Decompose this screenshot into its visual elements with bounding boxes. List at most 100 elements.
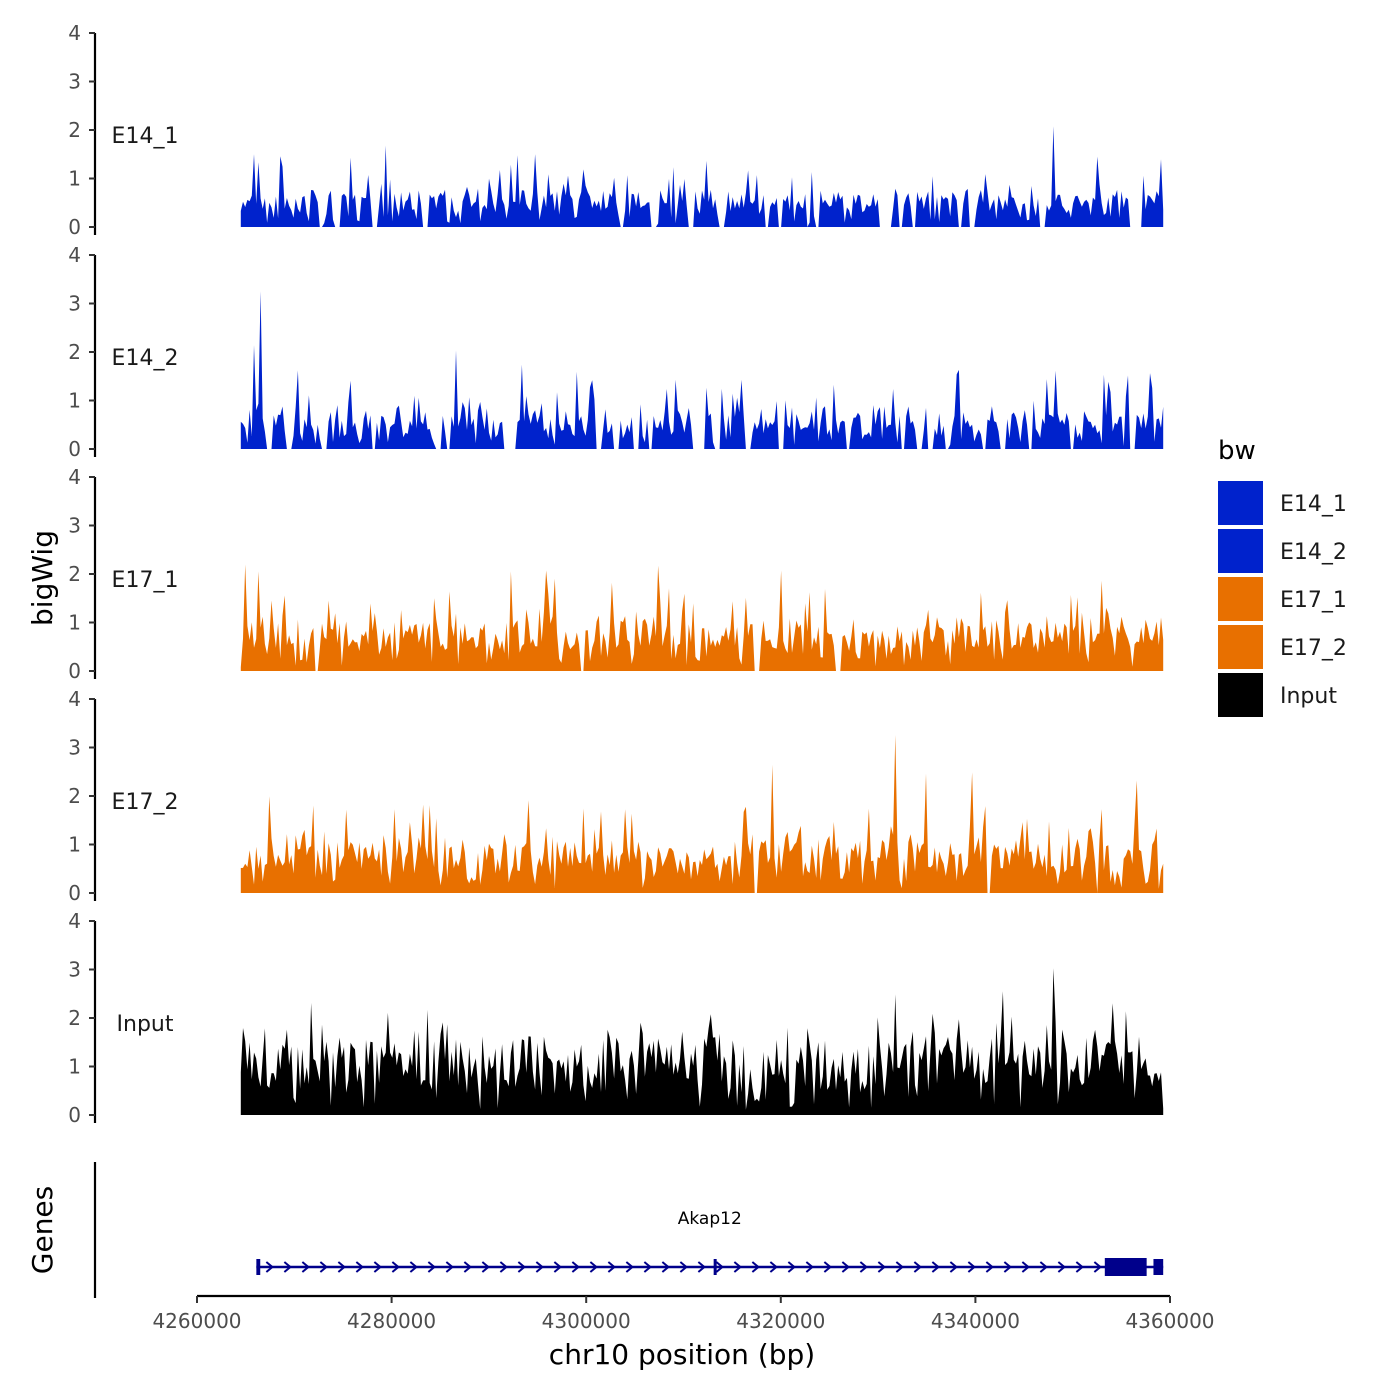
strand-chevron (931, 1261, 940, 1273)
genes-layer: Akap12 (93, 1162, 1164, 1298)
x-tick-label: 4360000 (1125, 1309, 1214, 1333)
legend-swatch-E14_2 (1218, 529, 1263, 573)
strand-chevron (661, 1261, 670, 1273)
legend-title: bw (1218, 436, 1256, 466)
legend-label-E14_2: E14_2 (1280, 540, 1347, 565)
y-tick-label: 0 (68, 437, 81, 461)
strand-chevron (301, 1261, 310, 1273)
y-tick-label: 2 (68, 340, 81, 364)
strand-chevron (283, 1261, 292, 1273)
y-tick-label: 3 (68, 292, 81, 316)
track-label-E17_2: E17_2 (112, 790, 179, 815)
legend-label-E17_2: E17_2 (1280, 636, 1347, 661)
strand-chevron (1075, 1261, 1084, 1273)
strand-chevron (841, 1261, 850, 1273)
gene-Akap12: Akap12 (256, 1209, 1164, 1276)
track-E17_2: 0 1 2 3 4 E17_2 (68, 687, 1164, 905)
strand-chevron (733, 1261, 742, 1273)
track-Input: 0 1 2 3 4 Input (68, 909, 1164, 1127)
strand-chevron (409, 1261, 418, 1273)
y-tick-label: 4 (68, 243, 81, 267)
track-label-E17_1: E17_1 (112, 568, 179, 593)
strand-chevron (697, 1261, 706, 1273)
x-tick-label: 4320000 (736, 1309, 825, 1333)
strand-chevron (499, 1261, 508, 1273)
strand-chevron (535, 1261, 544, 1273)
y-tick-label: 1 (68, 167, 81, 191)
track-label-E14_1: E14_1 (112, 124, 179, 149)
legend-swatch-Input (1218, 673, 1263, 717)
track-E14_2: 0 1 2 3 4 E14_2 (68, 243, 1164, 461)
gene-name-label: Akap12 (678, 1209, 742, 1229)
strand-chevron (877, 1261, 886, 1273)
legend-swatch-E17_2 (1218, 625, 1263, 669)
strand-chevron (787, 1261, 796, 1273)
x-axis-title: chr10 position (bp) (549, 1338, 815, 1371)
y-tick-label: 3 (68, 736, 81, 760)
strand-chevron (589, 1261, 598, 1273)
strand-chevron (1021, 1261, 1030, 1273)
track-label-Input: Input (117, 1012, 174, 1037)
gene-exon (1153, 1259, 1164, 1275)
y-tick-label: 0 (68, 215, 81, 239)
signal-area-E17_2 (240, 735, 1164, 893)
track-label-E14_2: E14_2 (112, 346, 179, 371)
strand-chevron (445, 1261, 454, 1273)
gene-exon (256, 1259, 261, 1275)
legend-swatch-E14_1 (1218, 481, 1263, 525)
track-E17_1: 0 1 2 3 4 E17_1 (68, 465, 1164, 683)
y-tick-label: 1 (68, 1055, 81, 1079)
strand-chevron (337, 1261, 346, 1273)
strand-chevron (607, 1261, 616, 1273)
gene-exon (713, 1259, 717, 1275)
y-tick-label: 2 (68, 784, 81, 808)
strand-chevron (859, 1261, 868, 1273)
strand-chevron (265, 1261, 274, 1273)
legend-label-E14_1: E14_1 (1280, 492, 1347, 517)
y-tick-label: 0 (68, 1103, 81, 1127)
strand-chevron (1057, 1261, 1066, 1273)
strand-chevron (319, 1261, 328, 1273)
legend-label-Input: Input (1280, 684, 1337, 709)
y-tick-label: 2 (68, 562, 81, 586)
signal-area-Input (240, 968, 1164, 1115)
gene-exon (1104, 1258, 1147, 1276)
y-tick-label: 2 (68, 1006, 81, 1030)
strand-chevron (985, 1261, 994, 1273)
y-tick-label: 1 (68, 389, 81, 413)
strand-chevron (463, 1261, 472, 1273)
strand-chevron (373, 1261, 382, 1273)
y-tick-label: 2 (68, 118, 81, 142)
signal-area-E14_1 (240, 126, 1164, 227)
strand-chevron (553, 1261, 562, 1273)
genes-track-title: Genes (26, 1186, 59, 1274)
track-E14_1: 0 1 2 3 4 E14_1 (68, 21, 1164, 239)
tracks-layer: 0 1 2 3 4 E14_1 0 1 2 3 4 E14_2 0 1 2 3 4 E17_1 0 1 2 3 4 E17_2… (68, 21, 1164, 1127)
x-tick-label: 4280000 (347, 1309, 436, 1333)
strand-chevron (517, 1261, 526, 1273)
y-tick-label: 0 (68, 881, 81, 905)
strand-chevron (1039, 1261, 1048, 1273)
strand-chevron (949, 1261, 958, 1273)
strand-chevron (967, 1261, 976, 1273)
strand-chevron (1093, 1261, 1102, 1273)
strand-chevron (625, 1261, 634, 1273)
y-tick-label: 4 (68, 465, 81, 489)
y-tick-label: 1 (68, 833, 81, 857)
strand-chevron (805, 1261, 814, 1273)
y-tick-label: 4 (68, 21, 81, 45)
y-tick-label: 4 (68, 909, 81, 933)
strand-chevron (751, 1261, 760, 1273)
strand-chevron (679, 1261, 688, 1273)
strand-chevron (391, 1261, 400, 1273)
y-tick-label: 3 (68, 958, 81, 982)
strand-chevron (643, 1261, 652, 1273)
x-tick-label: 4340000 (931, 1309, 1020, 1333)
strand-chevron (1003, 1261, 1012, 1273)
strand-chevron (823, 1261, 832, 1273)
x-tick-label: 4300000 (542, 1309, 631, 1333)
y-tick-label: 3 (68, 70, 81, 94)
y-tick-label: 1 (68, 611, 81, 635)
